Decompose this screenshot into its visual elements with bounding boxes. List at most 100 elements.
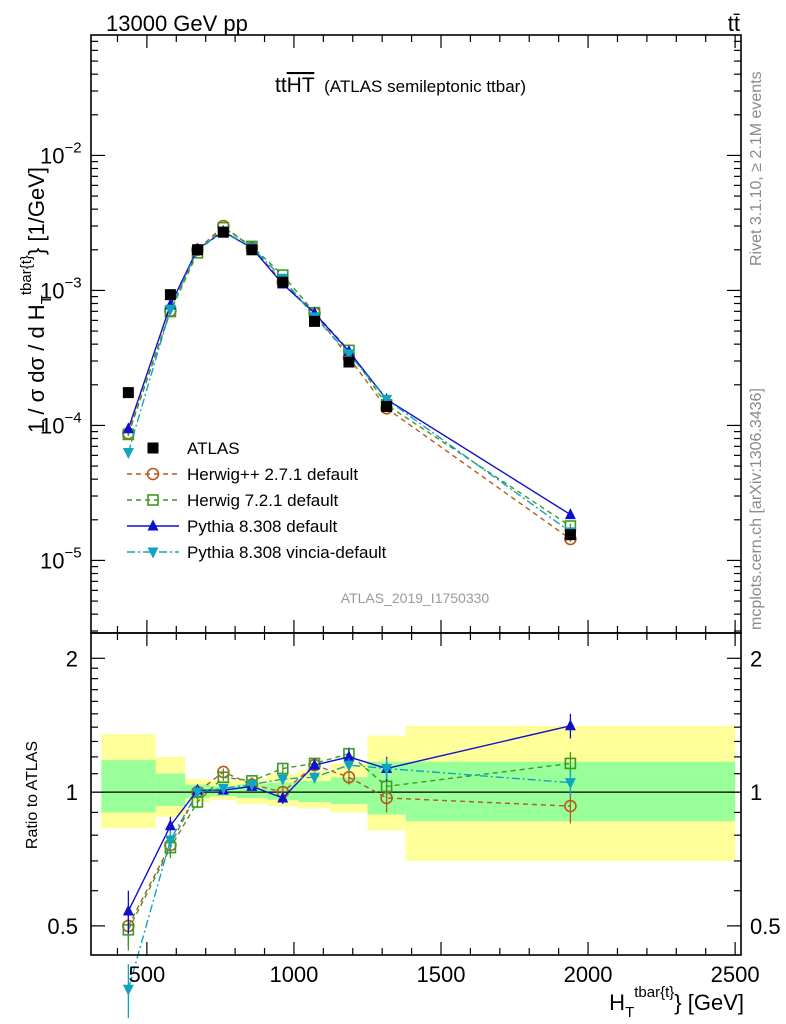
x-tick-label: 1000 [269, 962, 318, 987]
y-tick-label: 10−4 [40, 409, 82, 438]
ratio-tick-label-left: 2 [66, 646, 78, 671]
x-tick-label: 500 [129, 962, 166, 987]
main-point-pythia-8-308-default [122, 422, 134, 434]
y-tick-label: 10−3 [40, 274, 82, 303]
main-point-pythia-8-308-vincia-default [343, 349, 355, 361]
plot-title-main: tt [275, 74, 287, 97]
ratio-point-herwig-7-2-1-default [276, 762, 289, 775]
x-axis-label: HTtbar{t}} [GeV] [609, 984, 744, 1021]
legend-label-atlas: ATLAS [187, 439, 240, 458]
band-green [298, 780, 331, 802]
legend-marker-pythia-8-308-vincia-default [147, 547, 159, 559]
legend: ATLAS Herwig++ 2.7.1 default Herwig 7.2.1 … [127, 439, 387, 562]
ratio-axis-ticks: 500 1000 1500 2000 2500 0.5 0.5 1 1 2 2 [47, 633, 781, 987]
ratio-panel: 500 1000 1500 2000 2500 0.5 0.5 1 1 2 2 [47, 632, 781, 1019]
main-point-atlas [122, 387, 134, 399]
ratio-point-pythia-8-308-vincia-default [564, 778, 576, 790]
main-point-atlas [164, 289, 176, 301]
ratio-line-pythia-8-308-default [127, 725, 571, 912]
x-tick-label: 2500 [711, 962, 760, 987]
plot-title: ttHT (ATLAS semileptonic ttbar) [275, 74, 526, 97]
x-tick-label: 1500 [417, 962, 466, 987]
legend-label-herwig-7-2-1-default: Herwig 7.2.1 default [187, 491, 338, 510]
ratio-y-axis-label: Ratio to ATLAS [24, 741, 41, 849]
ratio-point-pythia-8-308-vincia-default [381, 763, 393, 775]
ratio-point-pythia-8-308-vincia-default [164, 835, 176, 847]
legend-marker-herwig-2-7-1-default [146, 467, 160, 481]
ratio-point-pythia-8-308-vincia-default [277, 774, 289, 786]
plot-title-overline: HT [287, 74, 315, 97]
legend-label-pythia-8-308-default: Pythia 8.308 default [187, 517, 338, 536]
legend-label-herwig-2-7-1-default: Herwig++ 2.7.1 default [187, 465, 358, 484]
y-axis-label-tail: } [1/GeV] [24, 167, 49, 255]
ratio-line-herwig-2-7-1-default [127, 764, 571, 927]
main-point-atlas [191, 244, 203, 256]
main-line-pythia-8-308-vincia-default [127, 230, 571, 533]
ratio-point-pythia-8-308-default [122, 904, 134, 916]
main-line-pythia-8-308-default [127, 230, 571, 516]
ratio-tick-label-left: 0.5 [47, 914, 78, 939]
analysis-id: ATLAS_2019_I1750330 [341, 590, 490, 606]
ratio-point-pythia-8-308-default [277, 791, 289, 803]
ratio-point-pythia-8-308-vincia-default [309, 772, 321, 784]
main-point-atlas [277, 276, 289, 288]
ratio-point-pythia-8-308-vincia-default [122, 984, 134, 996]
process-label: tt̄ [728, 11, 740, 36]
y-axis-label-sub: T [38, 295, 55, 304]
mcplots-reference: mcplots.cern.ch [arXiv:1306.3436] [748, 388, 765, 630]
main-point-atlas [217, 226, 229, 238]
legend-label-pythia-8-308-vincia-default: Pythia 8.308 vincia-default [187, 543, 387, 562]
main-point-atlas [246, 244, 258, 256]
ratio-series-layer [122, 713, 577, 1019]
ratio-line-herwig-7-2-1-default [127, 752, 571, 931]
ratio-point-pythia-8-308-vincia-default [246, 780, 258, 792]
main-series-layer [122, 219, 577, 546]
main-point-pythia-8-308-vincia-default [164, 304, 176, 316]
x-axis-label-sub: T [625, 1004, 634, 1021]
ratio-tick-label-right: 2 [750, 646, 762, 671]
main-panel: 10−5 10−4 10−3 10−2 [40, 34, 742, 634]
x-tick-label: 2000 [564, 962, 613, 987]
ratio-point-pythia-8-308-default [164, 819, 176, 831]
rivet-version: Rivet 3.1.10, ≥ 2.1M events [748, 71, 765, 266]
ratio-point-pythia-8-308-default [564, 719, 576, 731]
ratio-point-herwig-7-2-1-default [217, 771, 230, 784]
ratio-point-pythia-8-308-vincia-default [343, 760, 355, 772]
y-axis-label-sup: tbar{t} [18, 255, 35, 295]
main-point-pythia-8-308-default [564, 508, 576, 520]
ratio-tick-label-right: 1 [750, 780, 762, 805]
main-point-atlas [564, 529, 576, 541]
band-green [101, 760, 156, 813]
ratio-point-pythia-8-308-vincia-default [217, 783, 229, 795]
ratio-point-pythia-8-308-default [309, 758, 321, 770]
ratio-tick-label-left: 1 [66, 780, 78, 805]
x-axis-label-base: H [609, 990, 625, 1015]
ratio-point-pythia-8-308-default [343, 750, 355, 762]
main-axis-ticks: 10−5 10−4 10−3 10−2 [40, 35, 741, 633]
main-point-pythia-8-308-vincia-default [122, 448, 134, 460]
ratio-point-pythia-8-308-vincia-default [191, 787, 203, 799]
x-axis-label-tail: } [GeV] [674, 990, 744, 1015]
y-tick-label: 10−5 [40, 544, 82, 573]
y-axis-label-pre: 1 / σ dσ / d H [24, 304, 49, 433]
main-point-atlas [343, 356, 355, 368]
y-axis-label: 1 / σ dσ / d HTtbar{t}} [1/GeV] [18, 167, 55, 433]
ratio-tick-label-right: 0.5 [750, 914, 781, 939]
y-tick-label: 10−2 [40, 139, 82, 168]
ratio-panel-frame [90, 632, 742, 956]
band-green [155, 773, 186, 807]
legend-marker-pythia-8-308-default [147, 519, 159, 531]
ratio-line-pythia-8-308-vincia-default [127, 764, 571, 990]
main-point-atlas [309, 315, 321, 327]
x-axis-label-sup: tbar{t} [634, 984, 674, 1001]
ratio-point-herwig-2-7-1-default [564, 799, 577, 813]
main-panel-background [91, 35, 741, 633]
main-point-pythia-8-308-vincia-default [381, 394, 393, 406]
ratio-point-herwig-7-2-1-default [380, 780, 393, 793]
beam-label: 13000 GeV pp [106, 11, 248, 36]
plot-title-sub: (ATLAS semileptonic ttbar) [324, 77, 526, 96]
ratio-point-herwig-7-2-1-default [564, 757, 577, 770]
legend-marker-herwig-7-2-1-default [147, 494, 159, 506]
legend-marker-atlas [147, 442, 159, 454]
